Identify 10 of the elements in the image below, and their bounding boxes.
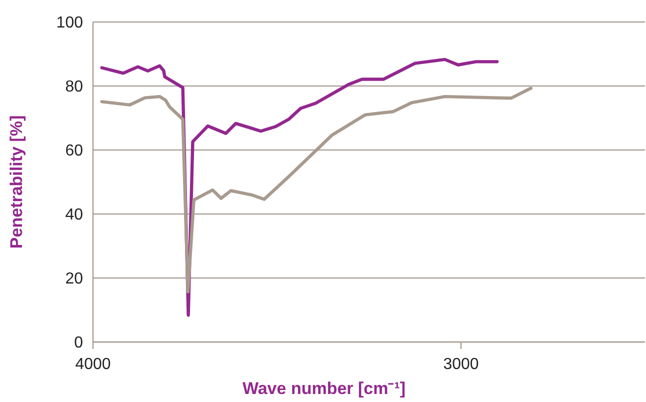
x-tick-label: 3000	[443, 356, 479, 373]
x-axis-title: Wave number [cm⁻¹]	[242, 379, 406, 398]
x-tick-label: 4000	[75, 356, 111, 373]
y-tick-label: 100	[56, 14, 84, 32]
y-tick-label: 40	[65, 206, 84, 224]
y-axis-title: Penetrability [%]	[7, 115, 26, 249]
y-tick-label: 0	[74, 334, 84, 352]
y-tick-label: 80	[65, 78, 84, 96]
y-tick-label: 20	[65, 270, 84, 288]
y-tick-label: 60	[65, 142, 84, 160]
